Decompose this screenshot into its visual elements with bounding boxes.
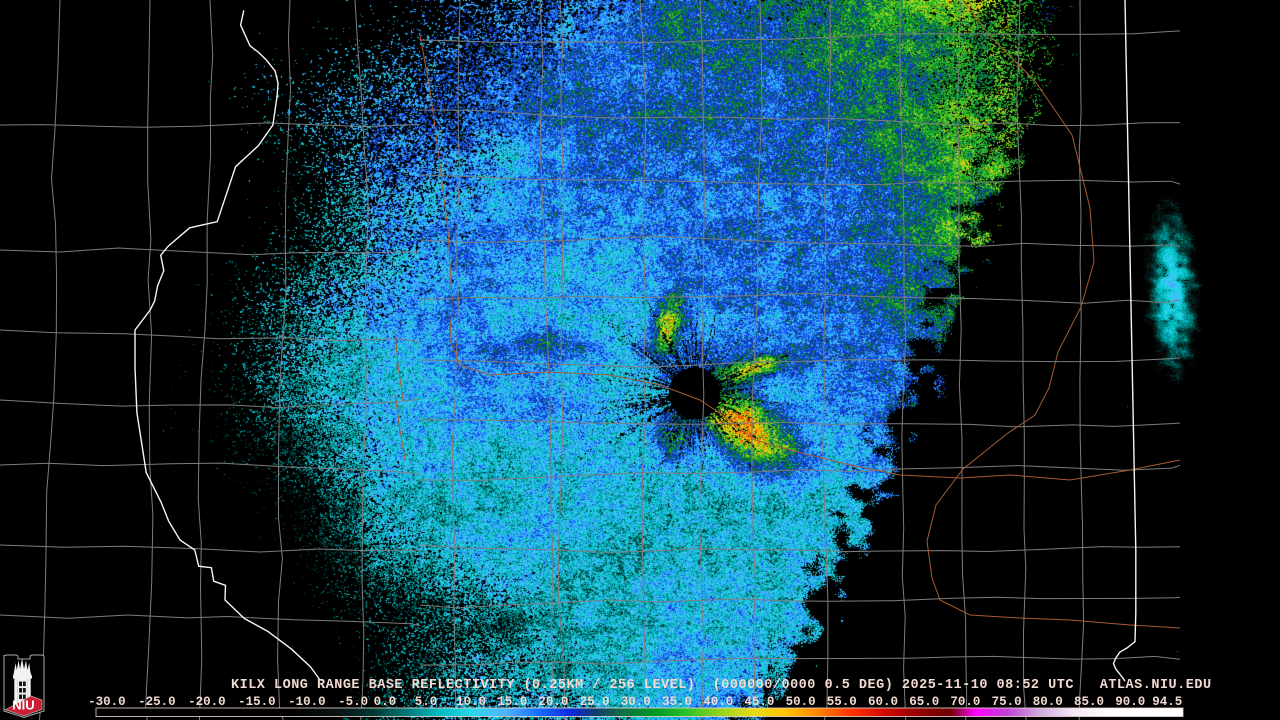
svg-text:5.0: 5.0	[415, 695, 438, 709]
svg-text:-25.0: -25.0	[138, 695, 176, 709]
svg-text:35.0: 35.0	[662, 695, 692, 709]
svg-text:30.0: 30.0	[621, 695, 651, 709]
svg-text:70.0: 70.0	[950, 695, 980, 709]
svg-text:60.0: 60.0	[868, 695, 898, 709]
svg-text:40.0: 40.0	[703, 695, 733, 709]
svg-text:-15.0: -15.0	[238, 695, 276, 709]
svg-text:25.0: 25.0	[580, 695, 610, 709]
svg-text:75.0: 75.0	[992, 695, 1022, 709]
svg-text:90.0: 90.0	[1115, 695, 1145, 709]
svg-text:-20.0: -20.0	[188, 695, 226, 709]
svg-text:55.0: 55.0	[827, 695, 857, 709]
svg-text:10.0: 10.0	[456, 695, 486, 709]
svg-text:-10.0: -10.0	[288, 695, 326, 709]
svg-text:0.0: 0.0	[374, 695, 397, 709]
svg-text:94.5: 94.5	[1152, 695, 1182, 709]
svg-text:20.0: 20.0	[538, 695, 568, 709]
svg-text:-5.0: -5.0	[338, 695, 368, 709]
svg-text:15.0: 15.0	[497, 695, 527, 709]
svg-text:-30.0: -30.0	[88, 695, 126, 709]
svg-text:80.0: 80.0	[1033, 695, 1063, 709]
svg-text:50.0: 50.0	[786, 695, 816, 709]
svg-text:NIU: NIU	[12, 698, 34, 713]
svg-text:65.0: 65.0	[909, 695, 939, 709]
svg-text:85.0: 85.0	[1074, 695, 1104, 709]
svg-text:45.0: 45.0	[744, 695, 774, 709]
